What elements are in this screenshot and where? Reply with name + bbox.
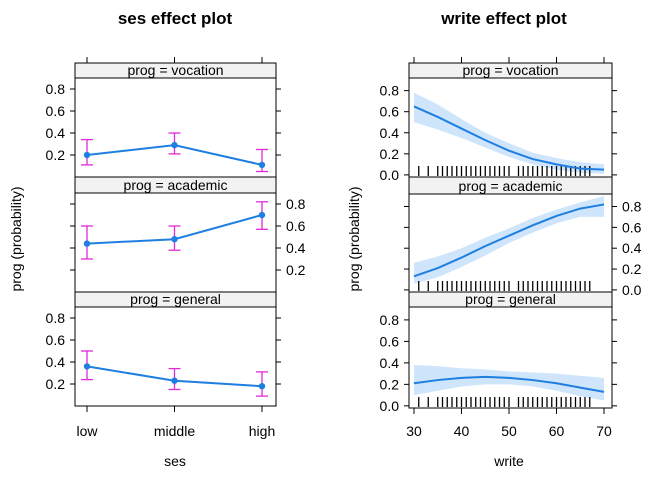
write-y-axis-label: prog (probability) xyxy=(346,186,362,291)
fit-point xyxy=(83,363,91,370)
ses-panel-academic: prog = academic 0.2 0.4 0.6 0.8 xyxy=(70,176,306,293)
y-tick-label: 0.6 xyxy=(622,219,642,235)
write-plot-title: write effect plot xyxy=(440,9,567,28)
y-tick-label: 0.8 xyxy=(46,81,66,97)
x-tick-label: 30 xyxy=(406,423,422,439)
write-panel-general: prog = general 0.0 0.2 0.4 0.6 0.8 xyxy=(380,291,617,414)
write-panel-vocation: prog = vocation 0.0 0.2 0.4 0.6 0.8 xyxy=(380,62,617,183)
strip-label: prog = general xyxy=(465,291,556,307)
y-tick-label: 0.2 xyxy=(46,376,66,392)
ses-panel-vocation: prog = vocation 0.2 0.4 0.6 0.8 xyxy=(46,62,281,178)
x-tick-label: 70 xyxy=(596,423,612,439)
fit-point xyxy=(258,211,266,219)
fit-point xyxy=(83,151,91,159)
y-tick-label: 0.4 xyxy=(380,355,400,371)
y-tick-label: 0.4 xyxy=(286,240,306,256)
strip-label: prog = general xyxy=(130,291,221,307)
strip-label: prog = vocation xyxy=(127,62,223,78)
x-tick-label: middle xyxy=(154,423,195,439)
confidence-band xyxy=(414,365,604,401)
fit-line xyxy=(413,375,605,393)
ses-plot-title: ses effect plot xyxy=(118,9,233,28)
strip-label: prog = vocation xyxy=(462,62,558,78)
x-tick-label: 50 xyxy=(501,423,517,439)
x-tick-label: high xyxy=(249,423,275,439)
y-tick-label: 0.2 xyxy=(46,147,66,163)
y-tick-label: 0.8 xyxy=(622,199,642,215)
y-tick-label: 0.2 xyxy=(622,261,642,277)
y-tick-label: 0.4 xyxy=(380,125,400,141)
y-tick-label: 0.8 xyxy=(286,196,306,212)
ses-panel-general: prog = general 0.2 0.4 0.6 0.8 xyxy=(46,291,281,407)
error-bar xyxy=(256,148,268,173)
fit-point xyxy=(258,161,266,169)
y-tick-label: 0.6 xyxy=(380,104,400,120)
fit-point xyxy=(258,383,266,390)
fit-point xyxy=(83,240,91,247)
ses-x-axis-label: ses xyxy=(164,453,186,469)
panel-border xyxy=(408,291,613,409)
panel-border xyxy=(74,176,277,293)
x-tick-label: 60 xyxy=(549,423,565,439)
y-tick-label: 0.6 xyxy=(46,332,66,348)
confidence-band xyxy=(414,92,604,174)
y-tick-label: 0.6 xyxy=(380,333,400,349)
panel-border xyxy=(74,62,277,178)
y-tick-label: 0.4 xyxy=(46,125,66,141)
fit-point xyxy=(171,377,178,384)
write-panel-academic: prog = academic 0.0 0.2 0.4 0.6 0.8 xyxy=(404,176,642,298)
strip-label: prog = academic xyxy=(124,177,228,193)
x-tick-label: 40 xyxy=(454,423,470,439)
y-tick-label: 0.2 xyxy=(380,376,400,392)
y-tick-label: 0.8 xyxy=(46,310,66,326)
confidence-band xyxy=(414,196,604,284)
y-tick-label: 0.2 xyxy=(380,146,400,162)
fit-line xyxy=(413,203,605,278)
ses-y-axis-label: prog (probability) xyxy=(8,186,24,291)
x-tick-label: low xyxy=(76,423,98,439)
panel-border xyxy=(74,291,277,407)
y-tick-label: 0.8 xyxy=(380,312,400,328)
y-tick-label: 0.6 xyxy=(286,218,306,234)
y-tick-label: 0.8 xyxy=(380,83,400,99)
y-tick-label: 0.0 xyxy=(380,398,400,414)
strip-label: prog = academic xyxy=(459,178,563,194)
fit-point xyxy=(171,141,178,149)
y-tick-label: 0.4 xyxy=(622,240,642,256)
y-tick-label: 0.4 xyxy=(46,354,66,370)
y-tick-label: 0.0 xyxy=(622,282,642,298)
y-tick-label: 0.6 xyxy=(46,103,66,119)
fit-line xyxy=(413,105,605,171)
fit-point xyxy=(171,236,178,243)
y-tick-label: 0.2 xyxy=(286,262,306,278)
y-tick-label: 0.0 xyxy=(380,167,400,183)
write-x-axis-label: write xyxy=(493,453,524,469)
